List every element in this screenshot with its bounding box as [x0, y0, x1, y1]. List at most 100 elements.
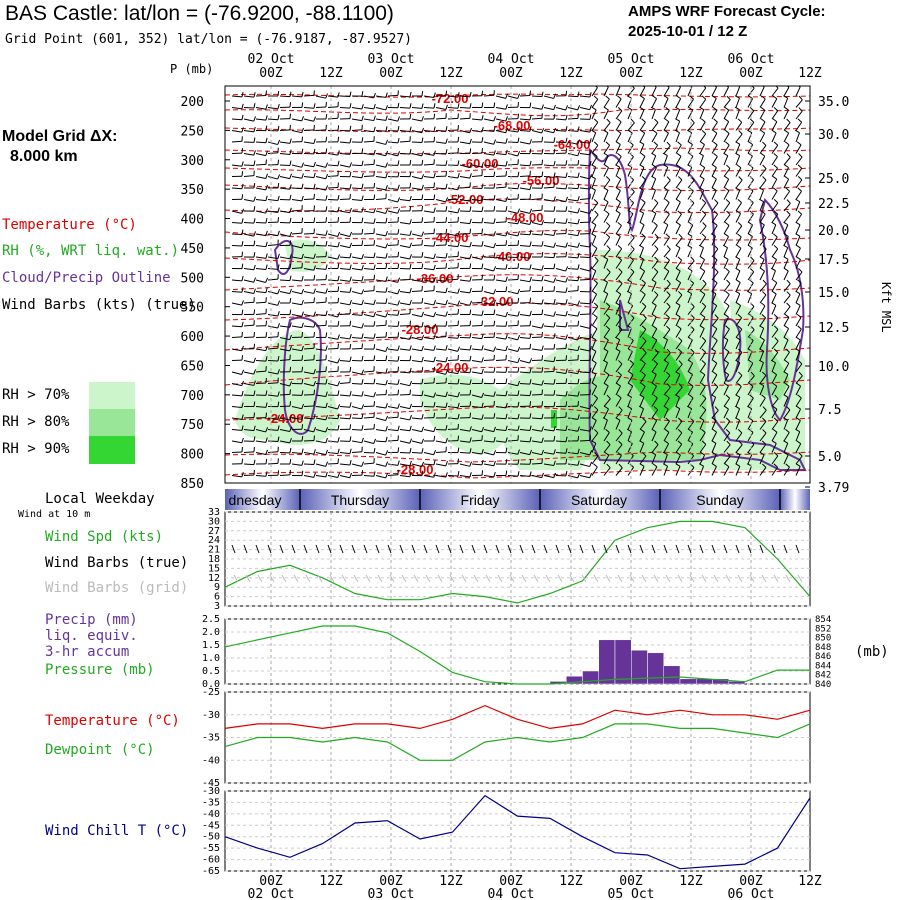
barb-staff — [315, 314, 326, 317]
barb-flag — [409, 425, 412, 431]
barb-flag — [277, 174, 281, 180]
barb-staff — [783, 167, 790, 177]
barb-staff — [351, 291, 362, 295]
barb-staff — [339, 406, 351, 408]
barb-flag — [445, 321, 448, 327]
barb-flag — [289, 231, 293, 237]
barb-flag — [349, 137, 352, 144]
barb-flag — [773, 233, 778, 238]
barb-staff — [687, 443, 694, 453]
barb-flag — [445, 287, 448, 293]
barb-staff — [735, 362, 741, 373]
barb-staff — [291, 302, 302, 306]
barb-staff — [675, 282, 682, 292]
barb-flag — [481, 217, 484, 223]
barb-staff — [567, 290, 579, 292]
barb-staff — [795, 99, 803, 108]
barb-flag — [277, 159, 280, 165]
barb-flag — [714, 86, 717, 88]
barb-flag — [505, 196, 508, 202]
barb-flag — [678, 337, 683, 342]
barb-flag — [653, 359, 658, 365]
barb-staff — [543, 233, 554, 236]
barb-staff — [411, 440, 422, 444]
barb-staff — [555, 187, 567, 190]
barb-staff — [699, 155, 704, 166]
barb-flag — [325, 173, 329, 179]
barb-flag — [773, 348, 779, 353]
barb-flag — [553, 242, 556, 248]
pressure-tick: 500 — [181, 271, 204, 286]
barb-flag — [241, 402, 244, 408]
barb-flag — [289, 381, 293, 387]
contour-label: -44.00 — [432, 230, 469, 245]
barb-staff — [675, 98, 682, 108]
barb-staff — [759, 397, 766, 407]
barb-flag — [665, 394, 670, 399]
barb-flag — [529, 358, 533, 364]
barb-staff — [591, 122, 599, 131]
barb-staff — [627, 248, 635, 258]
barb-staff — [591, 202, 599, 212]
barb-staff — [567, 153, 578, 157]
barb-staff — [291, 199, 302, 202]
barb-flag — [361, 172, 364, 178]
barb-staff — [531, 302, 542, 305]
barb-staff — [711, 144, 718, 154]
barb-flag — [677, 348, 683, 353]
surface-barb-true — [423, 544, 428, 554]
barb-staff — [291, 118, 302, 122]
barb-staff — [783, 144, 790, 154]
barb-flag — [493, 139, 497, 145]
barb-flag — [735, 152, 740, 157]
barb-staff — [375, 118, 386, 121]
barb-flag — [577, 460, 580, 466]
bottom-date-tick: 05 Oct — [608, 887, 655, 900]
barb-staff — [675, 408, 681, 419]
barb-staff — [735, 352, 743, 361]
barb-flag — [517, 113, 520, 119]
barb-flag — [630, 268, 635, 273]
barb-flag — [529, 333, 532, 339]
barb-staff — [315, 370, 327, 373]
barb-flag — [577, 345, 580, 351]
barb-flag — [409, 471, 412, 477]
barb-staff — [723, 362, 729, 373]
barb-staff — [759, 132, 766, 143]
barb-staff — [267, 118, 279, 121]
barb-staff — [279, 279, 291, 282]
barb-staff — [663, 145, 671, 154]
barb-flag — [361, 379, 364, 385]
barb-staff — [303, 429, 314, 433]
barb-flag — [651, 175, 656, 180]
barb-flag — [735, 256, 741, 260]
barb-flag — [627, 440, 633, 444]
surface-barb-grid — [749, 574, 755, 583]
barb-staff — [735, 155, 741, 166]
barb-flag — [577, 473, 581, 479]
barb-flag — [701, 233, 707, 238]
barb-staff — [327, 360, 338, 364]
barb-flag — [361, 183, 364, 189]
barb-staff — [795, 201, 801, 212]
barb-staff — [579, 452, 590, 456]
barb-flag — [784, 382, 790, 387]
barb-flag — [700, 451, 705, 456]
barb-staff — [735, 386, 742, 396]
barb-flag — [481, 183, 484, 189]
barb-flag — [445, 402, 448, 408]
barb-flag — [469, 448, 472, 454]
barb-flag — [445, 299, 448, 305]
barb-flag — [797, 187, 802, 192]
barb-flag — [445, 253, 448, 259]
barb-staff — [495, 337, 506, 340]
barb-staff — [759, 351, 765, 361]
barb-flag — [786, 118, 791, 123]
barb-flag — [591, 348, 597, 352]
barb-flag — [726, 210, 731, 215]
barb-flag — [241, 414, 244, 420]
barb-staff — [231, 302, 242, 306]
barb-staff — [267, 107, 278, 110]
barb-staff — [423, 256, 434, 260]
barb-staff — [591, 351, 597, 361]
